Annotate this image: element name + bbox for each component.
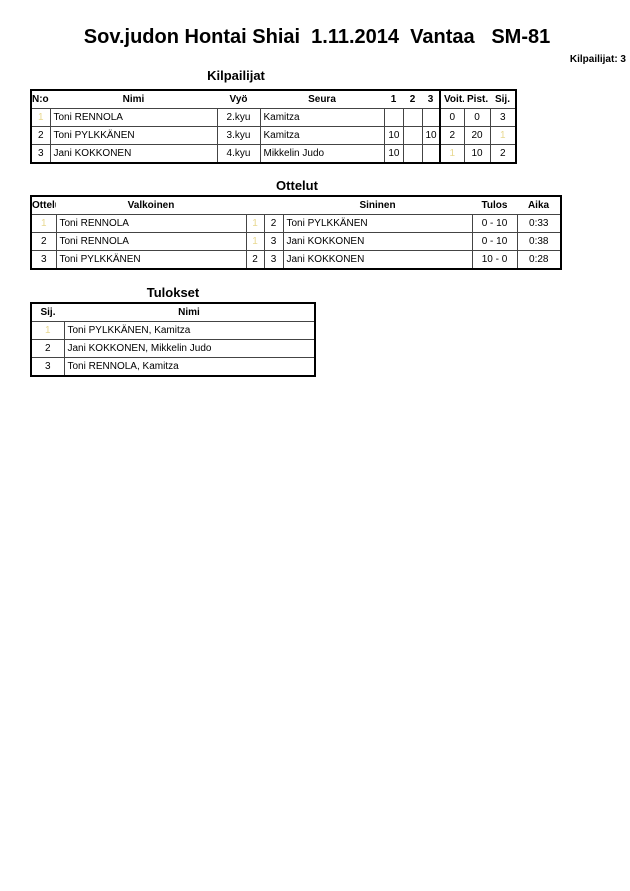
table-cell: Kamitza <box>259 108 385 127</box>
col-header: Voit. <box>439 90 464 109</box>
table-row: 2 Toni PYLKKÄNEN 3.kyu Kamitza 10 10 2 20 1 <box>30 126 517 145</box>
table-cell: Toni PYLKKÄNEN <box>49 126 218 145</box>
table-cell: Toni RENNOLA <box>49 108 218 127</box>
page-title: Sov.judon Hontai Shiai 1.11.2014 Vantaa … <box>83 26 551 48</box>
table-cell: 10 <box>383 126 404 145</box>
table-cell: Jani KOKKONEN <box>49 144 218 164</box>
table-cell: 2 <box>245 250 265 270</box>
table-cell: 10 <box>383 144 404 164</box>
table-header-row: Sij. Nimi <box>31 303 315 322</box>
table-cell: Mikkelin Judo <box>259 144 385 164</box>
table-cell: Toni PYLKKÄNEN <box>55 250 247 270</box>
table-cell <box>402 144 423 164</box>
col-header: Sij. <box>40 307 56 318</box>
table-cell: 0 <box>439 108 465 127</box>
table-cell: Toni RENNOLA, Kamitza <box>63 357 316 377</box>
table-cell: 10 <box>463 144 491 164</box>
table-cell: 2 <box>30 232 57 251</box>
table-row: 1 Toni RENNOLA 1 2 Toni PYLKKÄNEN 0 - 10 0:33 <box>30 214 562 233</box>
table-cell <box>383 108 404 127</box>
col-header: Ottelu <box>32 200 56 211</box>
col-header: Aika <box>527 200 550 211</box>
col-header: Tulos <box>481 200 508 211</box>
matches-heading: Ottelut <box>276 178 318 193</box>
competitors-table: N:o Nimi Vyö Seura 1 2 3 Voit. Pist. Sij. 1 Toni R… <box>30 89 517 164</box>
table-row: 3 Toni PYLKKÄNEN 2 3 Jani KOKKONEN 10 - 0 0:28 <box>30 250 562 270</box>
table-cell <box>421 108 441 127</box>
table-cell: 0:38 <box>516 232 562 251</box>
col-header: Sininen <box>359 200 396 211</box>
table-cell: Toni PYLKKÄNEN <box>282 214 473 233</box>
table-cell: 1 <box>439 144 465 164</box>
table-row: 1 Toni RENNOLA 2.kyu Kamitza 0 0 3 <box>30 108 517 127</box>
table-cell: 4.kyu <box>216 144 261 164</box>
table-cell: 2 <box>489 144 517 164</box>
table-cell: 1 <box>245 232 265 251</box>
col-header: 2 <box>409 94 416 105</box>
table-cell <box>421 144 441 164</box>
table-cell: Toni RENNOLA <box>55 214 247 233</box>
table-cell: 1 <box>489 126 517 145</box>
table-cell: 2.kyu <box>216 108 261 127</box>
table-cell: 1 <box>30 108 51 127</box>
table-cell: 1 <box>30 214 57 233</box>
table-cell: 20 <box>463 126 491 145</box>
col-header: Sij. <box>494 94 510 105</box>
table-cell: 3 <box>263 232 284 251</box>
col-header: Seura <box>308 94 336 105</box>
table-cell: 10 - 0 <box>471 250 518 270</box>
table-cell: 3.kyu <box>216 126 261 145</box>
table-cell: 2 <box>30 339 65 358</box>
table-header-row: N:o Nimi Vyö Seura 1 2 3 Voit. Pist. Sij. <box>31 90 516 109</box>
table-cell: Jani KOKKONEN <box>282 250 473 270</box>
table-cell: Toni PYLKKÄNEN, Kamitza <box>63 321 316 340</box>
table-row: 2 Toni RENNOLA 1 3 Jani KOKKONEN 0 - 10 0:38 <box>30 232 562 251</box>
table-row: 3 Jani KOKKONEN 4.kyu Mikkelin Judo 10 1 10 2 <box>30 144 517 164</box>
competitor-count: Kilpailijat: 3 <box>569 54 626 65</box>
results-heading: Tulokset <box>146 285 200 300</box>
table-cell: 2 <box>30 126 51 145</box>
table-row: 2 Jani KOKKONEN, Mikkelin Judo <box>30 339 316 358</box>
col-header: N:o <box>32 94 49 105</box>
col-header: Vyö <box>229 94 248 105</box>
col-header: Valkoinen <box>127 200 175 211</box>
table-header-row: Ottelu Valkoinen Sininen Tulos Aika <box>31 196 561 215</box>
table-cell: 0:33 <box>516 214 562 233</box>
table-cell: 1 <box>245 214 265 233</box>
table-row: 3 Toni RENNOLA, Kamitza <box>30 357 316 377</box>
table-cell: 3 <box>30 144 51 164</box>
table-cell: 2 <box>263 214 284 233</box>
table-row: 1 Toni PYLKKÄNEN, Kamitza <box>30 321 316 340</box>
matches-table: Ottelu Valkoinen Sininen Tulos Aika 1Ton… <box>30 195 562 270</box>
col-header: 3 <box>427 94 434 105</box>
table-cell: Kamitza <box>259 126 385 145</box>
col-header: Nimi <box>178 307 200 318</box>
competitors-heading: Kilpailijat <box>207 68 265 83</box>
table-cell: 3 <box>30 357 65 377</box>
table-cell: 0 <box>463 108 491 127</box>
table-cell: 0 - 10 <box>471 214 518 233</box>
col-header: 1 <box>390 94 397 105</box>
table-cell: Jani KOKKONEN <box>282 232 473 251</box>
col-header: Pist. <box>467 94 489 105</box>
table-cell: 0 - 10 <box>471 232 518 251</box>
table-cell <box>402 108 423 127</box>
table-cell: 0:28 <box>516 250 562 270</box>
results-table: Sij. Nimi 1 Toni PYLKKÄNEN, Kamitza 2 Jani … <box>30 302 316 377</box>
table-cell: Toni RENNOLA <box>55 232 247 251</box>
table-cell: 10 <box>421 126 441 145</box>
table-cell: 1 <box>30 321 65 340</box>
table-cell: 3 <box>489 108 517 127</box>
col-header: Nimi <box>122 94 145 105</box>
table-cell: 3 <box>263 250 284 270</box>
table-cell <box>402 126 423 145</box>
table-cell: 2 <box>439 126 465 145</box>
table-cell: 3 <box>30 250 57 270</box>
table-cell: Jani KOKKONEN, Mikkelin Judo <box>63 339 316 358</box>
